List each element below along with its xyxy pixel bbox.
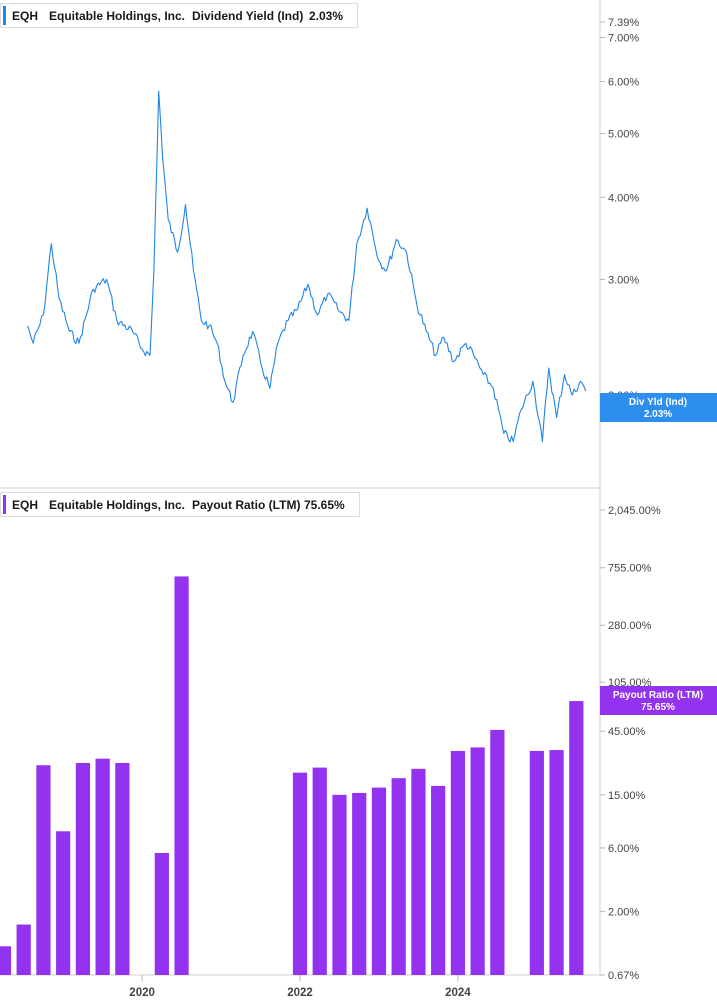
payout-ratio-panel: 2,045.00%755.00%280.00%105.00%45.00%15.0… — [0, 492, 717, 982]
x-axis: 2020 2022 2024 — [129, 975, 471, 999]
payout-ratio-bar — [154, 852, 169, 975]
dividend-yield-legend: EQH Equitable Holdings, Inc. Dividend Yi… — [0, 3, 358, 28]
payout-ratio-bar — [16, 924, 31, 975]
dividend-yield-panel: 7.39%7.00%6.00%5.00%4.00%3.00%2.00% Div … — [0, 3, 717, 443]
payout-ratio-badge-title: Payout Ratio (LTM) — [613, 690, 703, 701]
x-tick-label: 2020 — [129, 987, 155, 999]
payout-ratio-y-tick-label: 45.00% — [608, 726, 646, 738]
payout-ratio-current-badge: Payout Ratio (LTM) 75.65% — [600, 686, 717, 715]
payout-ratio-bar — [411, 768, 426, 975]
dividend-yield-y-tick-label: 6.00% — [608, 77, 639, 89]
payout-ratio-bar — [549, 750, 564, 975]
legend-company: Equitable Holdings, Inc. — [49, 498, 185, 512]
payout-ratio-bar — [352, 792, 367, 975]
payout-ratio-bar — [391, 778, 406, 975]
payout-ratio-bar — [95, 758, 110, 975]
legend-metric: Dividend Yield (Ind) — [192, 9, 303, 23]
payout-ratio-y-tick-label: 0.67% — [608, 970, 639, 982]
payout-ratio-y-tick-label: 2.00% — [608, 907, 639, 919]
payout-ratio-y-tick-label: 15.00% — [608, 790, 646, 802]
payout-ratio-y-tick-label: 280.00% — [608, 620, 652, 632]
payout-ratio-bar — [75, 762, 90, 975]
payout-ratio-bars — [0, 576, 584, 975]
legend-ticker: EQH — [12, 498, 38, 512]
dividend-yield-y-tick-label: 5.00% — [608, 129, 639, 141]
payout-ratio-bar — [529, 750, 544, 975]
legend-ticker: EQH — [12, 9, 38, 23]
dividend-yield-series-line — [27, 90, 587, 443]
dividend-yield-badge-title: Div Yld (Ind) — [629, 397, 687, 408]
dividend-yield-y-tick-label: 7.39% — [608, 17, 639, 29]
payout-ratio-bar — [371, 787, 387, 975]
payout-ratio-bar — [36, 765, 51, 975]
payout-ratio-bar — [332, 794, 347, 975]
x-tick-label: 2024 — [445, 987, 471, 999]
payout-ratio-y-tick-label: 2,045.00% — [608, 505, 661, 517]
payout-ratio-legend: EQH Equitable Holdings, Inc. Payout Rati… — [0, 492, 360, 517]
legend-metric: Payout Ratio (LTM) — [192, 498, 300, 512]
payout-ratio-bar — [56, 831, 71, 975]
payout-ratio-bar — [470, 747, 485, 975]
dividend-yield-current-badge: Div Yld (Ind) 2.03% — [600, 393, 717, 422]
payout-ratio-bar — [312, 767, 327, 975]
payout-ratio-bar — [431, 785, 446, 975]
payout-ratio-bar — [569, 701, 584, 975]
payout-ratio-bar — [174, 576, 189, 975]
legend-company: Equitable Holdings, Inc. — [49, 9, 185, 23]
legend-value: 2.03% — [309, 9, 343, 23]
payout-ratio-bar — [490, 729, 505, 975]
payout-ratio-badge-value: 75.65% — [641, 702, 675, 713]
payout-ratio-bar — [115, 762, 130, 975]
payout-ratio-y-axis: 2,045.00%755.00%280.00%105.00%45.00%15.0… — [600, 505, 661, 982]
dividend-yield-y-tick-label: 7.00% — [608, 32, 639, 44]
dividend-yield-y-tick-label: 4.00% — [608, 192, 639, 204]
x-tick-label: 2022 — [287, 987, 313, 999]
dividend-yield-y-axis: 7.39%7.00%6.00%5.00%4.00%3.00%2.00% — [600, 17, 639, 402]
legend-value: 75.65% — [304, 498, 345, 512]
payout-ratio-y-tick-label: 6.00% — [608, 843, 639, 855]
payout-ratio-bar — [450, 750, 465, 975]
payout-ratio-y-tick-label: 755.00% — [608, 563, 652, 575]
dividend-yield-badge-value: 2.03% — [644, 409, 672, 420]
payout-ratio-bar — [0, 946, 12, 975]
payout-ratio-bar — [292, 772, 308, 975]
dividend-yield-y-tick-label: 3.00% — [608, 274, 639, 286]
